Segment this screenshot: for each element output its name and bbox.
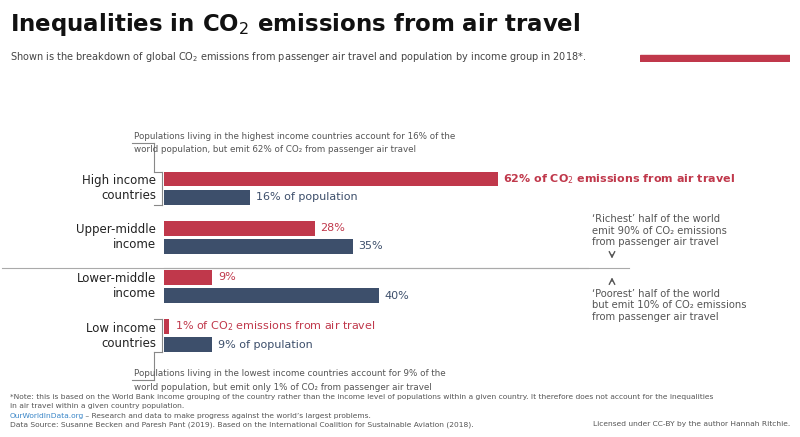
Text: Lower-middle
income: Lower-middle income <box>77 272 156 300</box>
Text: ‘Poorest’ half of the world
but emit 10% of CO₂ emissions
from passenger air tra: ‘Poorest’ half of the world but emit 10%… <box>592 288 746 322</box>
Bar <box>164 319 170 334</box>
Text: in air travel within a given country population.: in air travel within a given country pop… <box>10 403 184 409</box>
Text: – Research and data to make progress against the world’s largest problems.: – Research and data to make progress aga… <box>83 413 371 419</box>
Bar <box>164 337 213 352</box>
Text: *Note: this is based on the World Bank income grouping of the country rather tha: *Note: this is based on the World Bank i… <box>10 394 713 400</box>
Text: 16% of population: 16% of population <box>255 192 357 202</box>
Bar <box>164 190 250 205</box>
Text: 9% of population: 9% of population <box>218 340 313 350</box>
Text: Data Source: Susanne Becken and Paresh Pant (2019). Based on the International C: Data Source: Susanne Becken and Paresh P… <box>10 421 474 428</box>
Text: Populations living in the lowest income countries account for 9% of the: Populations living in the lowest income … <box>134 369 446 378</box>
Bar <box>164 239 353 254</box>
Bar <box>164 288 379 303</box>
Text: OurWorldInData.org: OurWorldInData.org <box>10 413 84 419</box>
Text: Our World: Our World <box>682 18 749 31</box>
Text: Inequalities in CO$_2$ emissions from air travel: Inequalities in CO$_2$ emissions from ai… <box>10 11 580 38</box>
Text: Shown is the breakdown of global CO$_2$ emissions from passenger air travel and : Shown is the breakdown of global CO$_2$ … <box>10 50 586 64</box>
Text: in Data: in Data <box>691 35 739 48</box>
Text: 28%: 28% <box>320 223 345 233</box>
Text: ‘Richest’ half of the world
emit 90% of CO₂ emissions
from passenger air travel: ‘Richest’ half of the world emit 90% of … <box>592 214 727 247</box>
Bar <box>164 221 315 236</box>
Bar <box>164 172 498 187</box>
Text: world population, but emit 62% of CO₂ from passenger air travel: world population, but emit 62% of CO₂ fr… <box>134 146 416 154</box>
Text: 1% of CO$_2$ emissions from air travel: 1% of CO$_2$ emissions from air travel <box>174 319 375 333</box>
Text: Upper-middle
income: Upper-middle income <box>76 223 156 251</box>
Text: world population, but emit only 1% of CO₂ from passenger air travel: world population, but emit only 1% of CO… <box>134 383 431 392</box>
Bar <box>640 55 790 62</box>
Text: Populations living in the highest income countries account for 16% of the: Populations living in the highest income… <box>134 132 455 141</box>
Text: Low income
countries: Low income countries <box>86 322 156 350</box>
Text: Licensed under CC-BY by the author Hannah Ritchie.: Licensed under CC-BY by the author Hanna… <box>593 421 790 427</box>
Text: 62% of CO$_2$ emissions from air travel: 62% of CO$_2$ emissions from air travel <box>503 172 735 186</box>
Bar <box>164 270 213 285</box>
Text: 9%: 9% <box>218 272 236 282</box>
Text: 35%: 35% <box>358 241 382 251</box>
Text: High income
countries: High income countries <box>82 174 156 202</box>
Text: 40%: 40% <box>385 291 410 301</box>
